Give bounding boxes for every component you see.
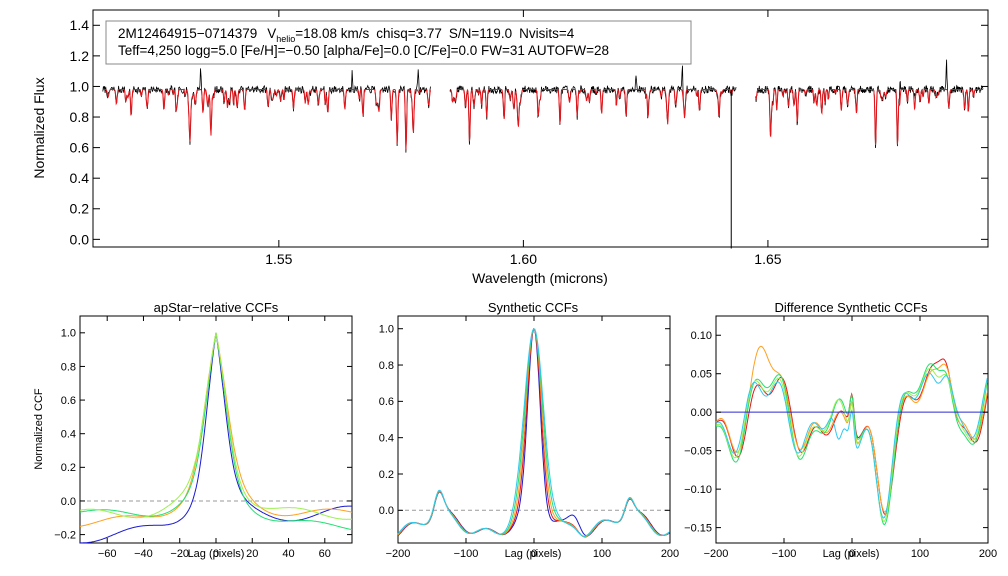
y-tick-label: 0.4 bbox=[61, 429, 76, 441]
vhelio-sub: helio bbox=[276, 34, 295, 44]
x-tick-label: 0 bbox=[531, 548, 537, 560]
x-tick-label: −20 bbox=[170, 548, 189, 560]
y-tick-label: −0.15 bbox=[684, 522, 712, 534]
apstar-ccf-visit-3 bbox=[79, 332, 353, 531]
x-tick-label: 0 bbox=[849, 548, 855, 560]
y-tick-label: 0.8 bbox=[61, 361, 76, 373]
synthetic-ccf-visit-5 bbox=[397, 328, 670, 537]
y-tick-label: 1.2 bbox=[70, 48, 90, 64]
spectrum-panel: 1.55 1.60 1.65 0.0 0.2 0.4 0.6 0.8 1.0 1.2 1.4 2M1… bbox=[31, 9, 989, 286]
nvisits: Nvisits=4 bbox=[519, 26, 575, 41]
vhelio-v: V bbox=[267, 26, 276, 41]
model-spectrum-chip-3 bbox=[755, 88, 984, 146]
synthetic-ccf-panel: Synthetic CCFs −200 −100 0 100 200 0.0 0.2 0.4 0… bbox=[379, 300, 679, 560]
observed-spectrum-chip-1 bbox=[102, 68, 431, 153]
difference-ccf-x-label: Lag (pixels) bbox=[823, 548, 880, 560]
synthetic-ccf-visit-1 bbox=[397, 328, 670, 537]
x-tick-label: −60 bbox=[98, 548, 117, 560]
y-tick-label: 0.8 bbox=[379, 360, 394, 372]
y-tick-label: 0.00 bbox=[691, 407, 712, 419]
x-tick-label: 1.65 bbox=[754, 251, 781, 267]
apstar-ccf-panel: apStar−relative CCFs −60 −40 −20 0 20 40 60 −0.… bbox=[33, 300, 353, 560]
spectrum-x-label: Wavelength (microns) bbox=[472, 270, 608, 286]
y-tick-label: 0.2 bbox=[70, 201, 90, 217]
y-tick-label: 0.6 bbox=[70, 140, 90, 156]
apstar-ccf-y-label: Normalized CCF bbox=[33, 388, 45, 470]
y-tick-label: −0.05 bbox=[684, 446, 712, 458]
y-tick-label: 0.0 bbox=[61, 496, 76, 508]
y-tick-label: 0.2 bbox=[61, 462, 76, 474]
apstar-ccf-visit-2 bbox=[79, 332, 353, 527]
synthetic-ccf-frame bbox=[397, 315, 671, 544]
x-tick-label: 200 bbox=[979, 548, 997, 560]
y-tick-label: 0.6 bbox=[379, 396, 394, 408]
apstar-ccf-x-label: Lag (pixels) bbox=[188, 548, 245, 560]
model-spectrum-chip-2 bbox=[449, 88, 737, 142]
synthetic-ccf-visit-4 bbox=[397, 328, 670, 538]
difference-ccf-visit-5 bbox=[715, 372, 988, 519]
y-tick-label: 0.0 bbox=[70, 231, 90, 247]
x-tick-label: 100 bbox=[911, 548, 929, 560]
x-tick-label: −100 bbox=[772, 548, 797, 560]
info-box bbox=[105, 20, 692, 65]
x-tick-label: −200 bbox=[386, 548, 411, 560]
synthetic-ccf-visit-3 bbox=[397, 328, 670, 538]
observed-spectrum-chip-2 bbox=[449, 65, 737, 145]
x-tick-label: 1.60 bbox=[510, 251, 537, 267]
vhelio-value: =18.08 km/s bbox=[295, 26, 369, 41]
y-tick-label: 0.10 bbox=[691, 330, 712, 342]
info-line-2: Teff=4,250 logg=5.0 [Fe/H]=−0.50 [alpha/… bbox=[118, 43, 609, 58]
x-tick-label: 100 bbox=[593, 548, 611, 560]
y-tick-label: 0.4 bbox=[379, 433, 394, 445]
y-tick-label: 0.05 bbox=[691, 369, 712, 381]
x-tick-label: 1.55 bbox=[265, 251, 292, 267]
y-tick-label: 1.4 bbox=[70, 17, 90, 33]
synthetic-ccf-x-label: Lag (pixels) bbox=[505, 548, 562, 560]
difference-ccf-frame bbox=[715, 315, 989, 544]
model-spectrum-chip-1 bbox=[102, 88, 431, 150]
y-tick-label: 0.0 bbox=[379, 505, 394, 517]
x-tick-label: 20 bbox=[246, 548, 258, 560]
apstar-ccf-visit-4 bbox=[79, 332, 353, 520]
x-tick-label: 40 bbox=[282, 548, 294, 560]
apstar-ccf-title: apStar−relative CCFs bbox=[154, 300, 279, 315]
synthetic-ccf-title: Synthetic CCFs bbox=[488, 300, 579, 315]
y-tick-label: −0.2 bbox=[54, 529, 76, 541]
x-tick-label: −100 bbox=[454, 548, 479, 560]
x-tick-label: −200 bbox=[704, 548, 729, 560]
y-tick-label: 1.0 bbox=[379, 324, 394, 336]
difference-ccf-title: Difference Synthetic CCFs bbox=[775, 300, 928, 315]
y-tick-label: 0.6 bbox=[61, 395, 76, 407]
y-tick-label: 0.4 bbox=[70, 170, 90, 186]
info-line-1: 2M12464915−0714379 Vhelio=18.08 km/s chisq… bbox=[118, 26, 575, 44]
x-tick-label: 200 bbox=[661, 548, 679, 560]
y-tick-label: 0.8 bbox=[70, 109, 90, 125]
difference-ccf-visit-4 bbox=[715, 368, 988, 522]
difference-ccf-visit-2 bbox=[715, 345, 988, 513]
star-id: 2M12464915−0714379 bbox=[118, 26, 257, 41]
chisq: chisq=3.77 bbox=[376, 26, 442, 41]
y-tick-label: 0.2 bbox=[379, 469, 394, 481]
x-tick-label: −40 bbox=[134, 548, 153, 560]
difference-ccf-visit-1 bbox=[715, 358, 988, 516]
spectrum-y-label: Normalized Flux bbox=[31, 77, 47, 178]
x-tick-label: 60 bbox=[319, 548, 331, 560]
synthetic-ccf-visit-2 bbox=[397, 328, 670, 538]
difference-ccf-visit-3 bbox=[715, 363, 988, 526]
difference-ccf-panel: Difference Synthetic CCFs −200 −100 0 100 20… bbox=[684, 300, 997, 560]
y-tick-label: 1.0 bbox=[70, 78, 90, 94]
spectrum-frame bbox=[92, 9, 989, 248]
y-tick-label: 1.0 bbox=[61, 328, 76, 340]
y-tick-label: −0.10 bbox=[684, 484, 712, 496]
x-tick-label: 0 bbox=[213, 548, 219, 560]
apstar-ccf-frame bbox=[79, 315, 353, 544]
snr: S/N=119.0 bbox=[449, 26, 512, 41]
